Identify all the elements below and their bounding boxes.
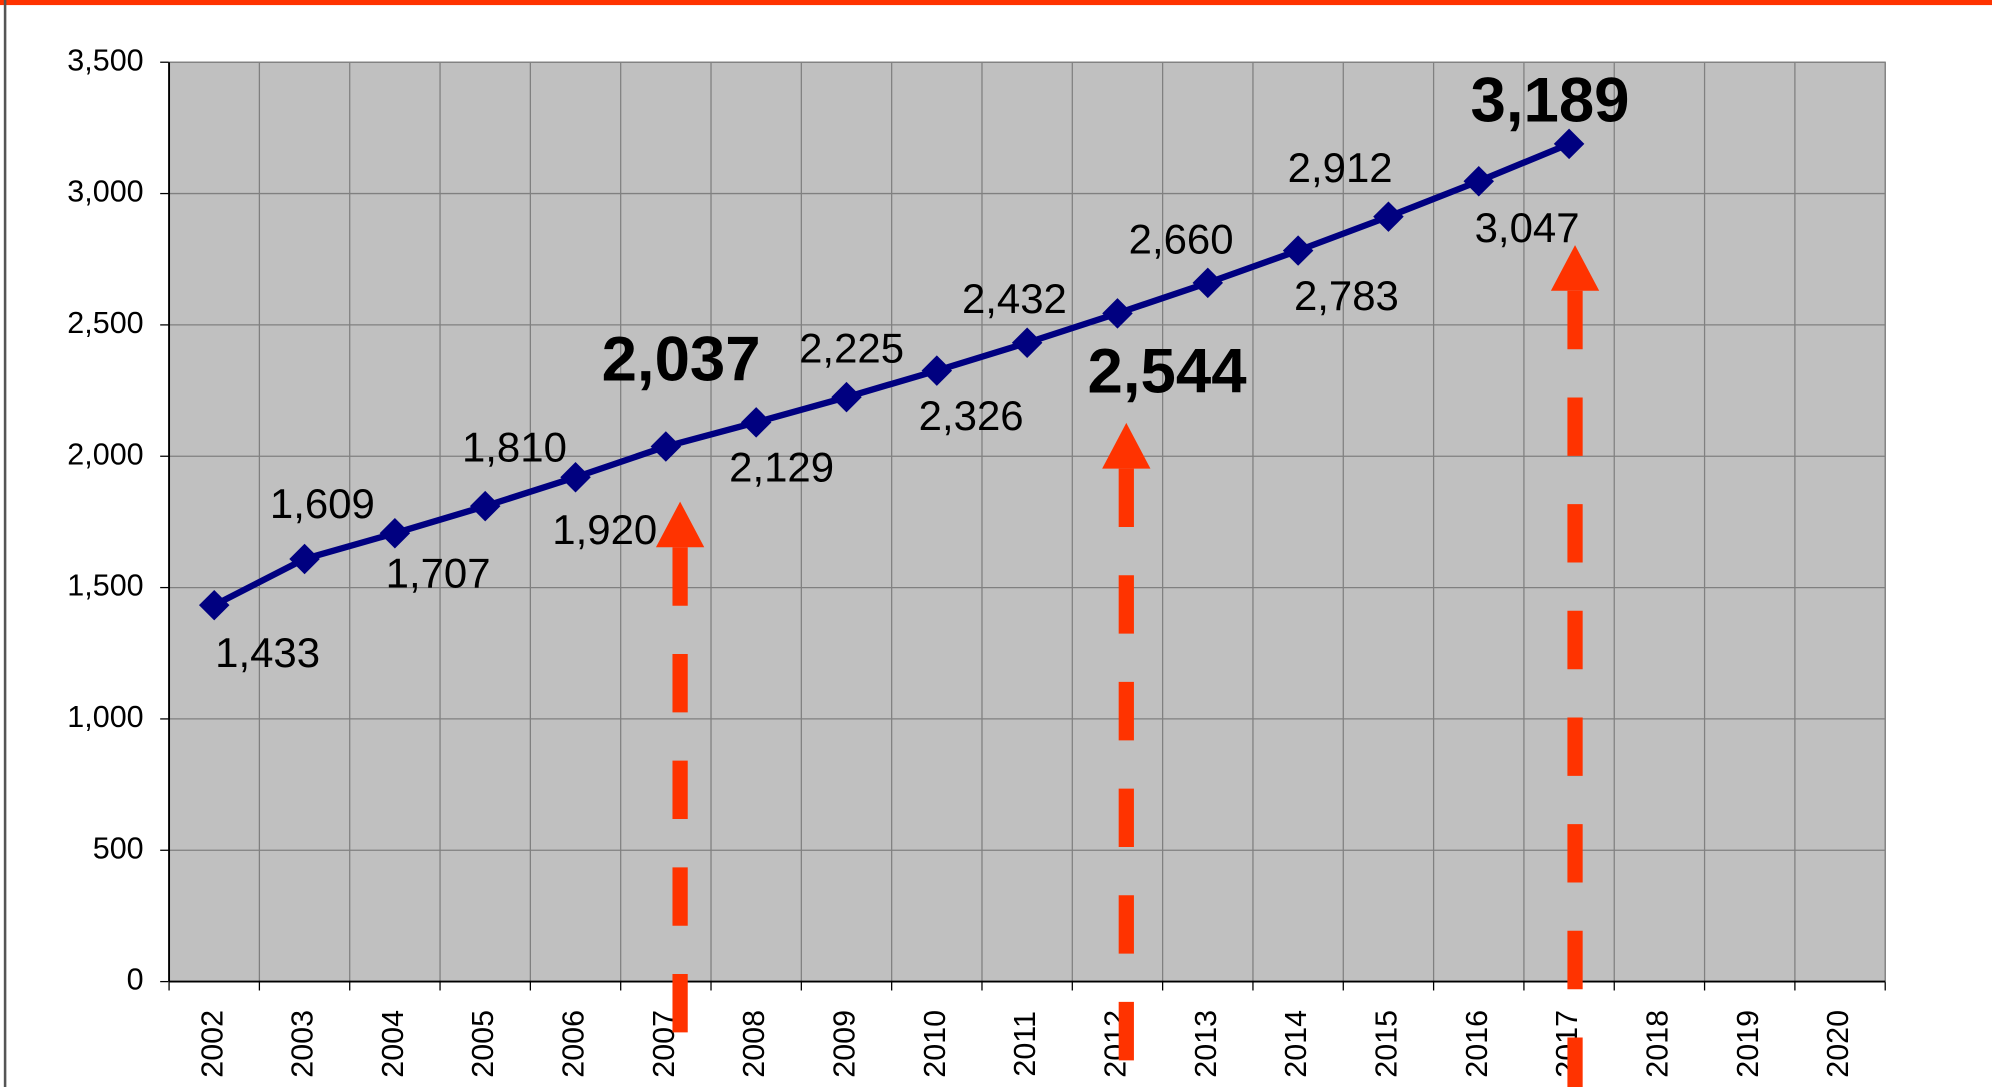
arrow-head (1102, 422, 1151, 469)
data-label: 1,707 (386, 549, 491, 596)
point-marker (831, 381, 862, 413)
y-tick-label: 3,000 (67, 175, 143, 209)
point-marker (1011, 327, 1043, 359)
x-tick-label: 2018 (1640, 1010, 1674, 1078)
x-tick-label: 2003 (286, 1010, 320, 1078)
grid: 0 500 1,000 1,500 2,000 2,500 3,000 3,500 2002 20… (67, 43, 1886, 1078)
data-label: 1,920 (552, 506, 657, 553)
x-tick-label: 2002 (195, 1010, 229, 1078)
x-tick-label: 2020 (1821, 1010, 1855, 1078)
point-marker (289, 543, 320, 575)
point-marker (198, 589, 230, 621)
y-tick-label: 1,500 (67, 569, 143, 603)
left-border (3, 0, 7, 1087)
top-border (0, 0, 1992, 6)
data-label: 3,189 (1470, 64, 1629, 135)
arrows (655, 245, 1600, 1087)
y-tick-label: 1,000 (67, 700, 143, 734)
x-tick-label: 2016 (1460, 1010, 1494, 1078)
point-marker (650, 431, 682, 462)
x-tick-label: 2015 (1369, 1010, 1403, 1078)
data-label: 2,912 (1288, 144, 1393, 191)
data-label: 2,129 (729, 444, 834, 491)
point-marker (921, 355, 953, 386)
y-tick-label: 500 (93, 831, 144, 865)
data-label: 1,433 (215, 629, 320, 676)
data-label: 2,225 (799, 325, 904, 372)
x-tick-label: 2013 (1189, 1010, 1223, 1078)
x-tick-label: 2005 (466, 1010, 500, 1078)
y-tick-label: 0 (127, 963, 144, 997)
data-label: 1,810 (462, 423, 567, 470)
y-tick-label: 2,500 (67, 306, 143, 340)
x-tick-label: 2011 (1008, 1011, 1042, 1077)
point-marker (379, 517, 411, 549)
data-label: 2,326 (919, 392, 1024, 439)
y-tick-label: 2,000 (67, 437, 143, 471)
point-marker (1463, 165, 1495, 197)
data-label: 1,609 (270, 480, 375, 527)
data-label: 2,432 (962, 275, 1067, 322)
point-marker (1282, 235, 1314, 266)
data-label: 2,783 (1294, 272, 1399, 319)
point-marker (560, 462, 591, 493)
data-label: 2,544 (1088, 335, 1247, 406)
x-tick-label: 2004 (376, 1010, 410, 1078)
x-tick-label: 2008 (737, 1010, 771, 1078)
data-label: 2,037 (602, 324, 761, 395)
y-tick-label: 3,500 (67, 43, 143, 77)
x-tick-label: 2019 (1731, 1010, 1765, 1078)
x-tick-label: 2009 (828, 1010, 862, 1078)
series-line (212, 140, 1571, 609)
data-label: 3,047 (1475, 204, 1580, 251)
arrow-head (655, 501, 705, 548)
x-tick-label: 2006 (557, 1010, 591, 1078)
x-tick-label: 2010 (918, 1010, 952, 1078)
arrow-head (1550, 245, 1600, 291)
point-marker (740, 407, 772, 438)
plot-area (169, 62, 1886, 982)
x-tick-label: 2014 (1279, 1010, 1313, 1078)
data-label: 2,660 (1129, 215, 1234, 262)
point-marker (1102, 298, 1133, 329)
point-marker (1192, 267, 1224, 299)
